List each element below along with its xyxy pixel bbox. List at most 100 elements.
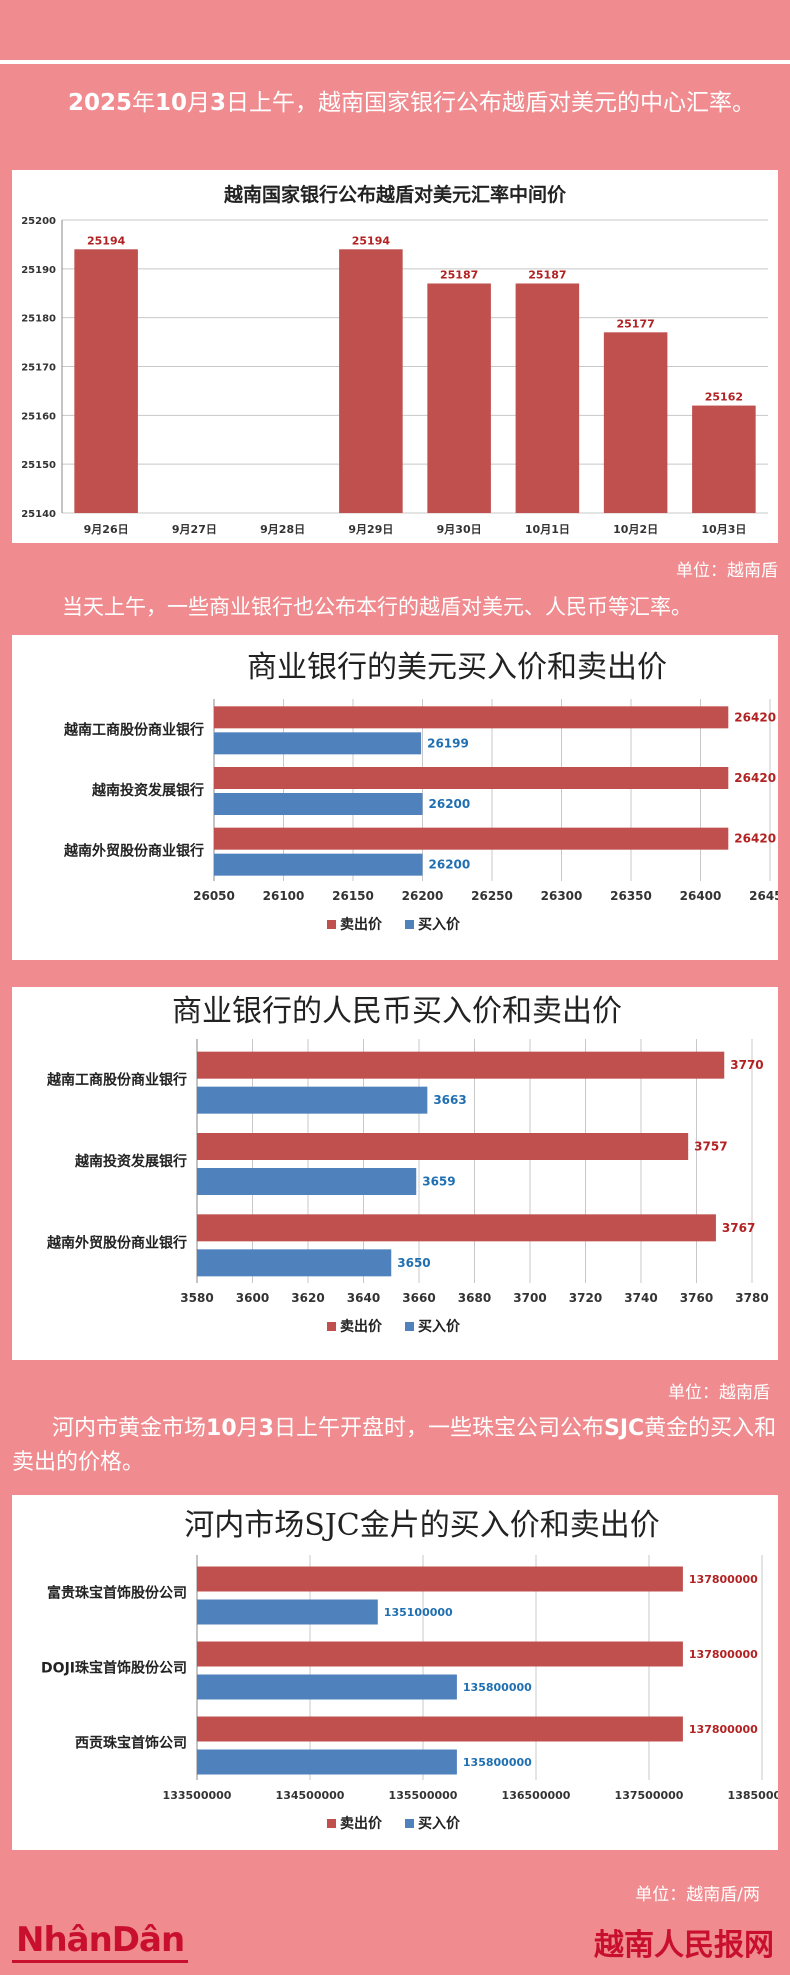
- buy-bar: [197, 1599, 378, 1625]
- x-tick-label: 3580: [180, 1291, 213, 1305]
- category-label: 越南投资发展银行: [74, 1153, 187, 1170]
- x-tick-label: 26300: [541, 889, 583, 903]
- legend-swatch-sell: [327, 920, 336, 929]
- x-tick-label: 9月26日: [84, 523, 129, 536]
- p3-month: 10: [206, 1416, 237, 1441]
- legend-swatch-buy: [405, 920, 414, 929]
- legend-label: 卖出价: [340, 1318, 383, 1335]
- x-tick-label: 3740: [624, 1291, 657, 1305]
- intro-text-a: 年: [132, 90, 156, 116]
- y-tick-label: 25140: [21, 509, 56, 520]
- x-tick-label: 136500000: [502, 1789, 571, 1802]
- x-tick-label: 133500000: [163, 1789, 232, 1802]
- x-tick-label: 135500000: [389, 1789, 458, 1802]
- category-label: 越南工商股份商业银行: [63, 721, 204, 738]
- chart-panel-3: 商业银行的人民币买入价和卖出价 3580 3600 3620 3640 3660 3680 3…: [12, 987, 778, 1360]
- paragraph-3: 河内市黄金市场10月3日上午开盘时，一些珠宝公司公布SJC黄金的买入和卖出的价格…: [12, 1412, 782, 1480]
- category-label: 越南工商股份商业银行: [46, 1072, 187, 1089]
- intro-month: 10: [155, 90, 188, 116]
- unit-label-3: 单位：越南盾/两: [635, 1885, 760, 1905]
- buy-bar: [214, 793, 423, 815]
- bar-data-label: 3659: [422, 1175, 455, 1189]
- sell-bar: [197, 1214, 716, 1242]
- bar-data-label: 26420: [734, 771, 776, 785]
- sell-bar: [214, 706, 729, 729]
- x-tick-label: 9月30日: [437, 523, 482, 536]
- x-tick-label: 3620: [291, 1291, 324, 1305]
- intro-paragraph: 2025年10月3日上午，越南国家银行公布越盾对美元的中心汇率。: [12, 86, 782, 120]
- bar-data-label: 137800000: [689, 1648, 758, 1661]
- bar-data-label: 25194: [87, 234, 126, 247]
- legend-label: 卖出价: [340, 916, 383, 933]
- intro-text-b: 月: [187, 90, 211, 116]
- y-tick-label: 25200: [21, 216, 56, 227]
- bar-data-label: 3650: [397, 1256, 430, 1270]
- category-label: 西贡珠宝首饰公司: [75, 1735, 187, 1752]
- x-tick-label: 26400: [680, 889, 722, 903]
- central-rate-chart: 越南国家银行公布越盾对美元汇率中间价 25140 25150 25160 25170 25…: [21, 183, 768, 536]
- x-tick-label: 3640: [347, 1291, 380, 1305]
- buy-bar: [197, 1674, 457, 1700]
- bar-data-label: 137800000: [689, 1723, 758, 1736]
- intro-text-c: 日上午，越南国家银行公布越盾对美元的中心汇率。: [226, 90, 756, 116]
- x-tick-label: 137500000: [615, 1789, 684, 1802]
- x-tick-label: 26050: [193, 889, 235, 903]
- nhandan-logo-text: NhânDân: [12, 1920, 189, 1963]
- p3-day: 3: [258, 1416, 274, 1441]
- bar-data-label: 135800000: [463, 1756, 532, 1769]
- buy-bar: [214, 732, 422, 755]
- legend-swatch-sell: [327, 1322, 336, 1331]
- x-tick-label: 9月28日: [260, 523, 305, 536]
- buy-bar: [197, 1249, 392, 1277]
- y-tick-label: 25150: [21, 460, 56, 471]
- sell-bar: [197, 1566, 683, 1592]
- x-tick-label: 3680: [458, 1291, 491, 1305]
- y-tick-label: 25160: [21, 411, 56, 422]
- x-tick-label: 26450: [749, 889, 778, 903]
- bar: [692, 405, 756, 513]
- bar-data-label: 3757: [694, 1140, 727, 1154]
- legend-swatch-buy: [405, 1819, 414, 1828]
- bar-data-label: 25194: [352, 234, 391, 247]
- bar-data-label: 26199: [427, 736, 469, 750]
- x-tick-label: 138500000: [728, 1789, 778, 1802]
- category-label: DOJI珠宝首饰股份公司: [41, 1660, 187, 1677]
- p3-c: 日上午开盘时，一些珠宝公司公布: [273, 1416, 604, 1441]
- legend-swatch-buy: [405, 1322, 414, 1331]
- chart-title: 商业银行的人民币买入价和卖出价: [172, 994, 622, 1029]
- usd-commercial-chart: 商业银行的美元买入价和卖出价 26050 26100 26150 26200 26250 2…: [63, 650, 778, 933]
- sell-bar: [197, 1641, 683, 1667]
- x-tick-label: 9月29日: [348, 523, 393, 536]
- x-tick-label: 26200: [402, 889, 444, 903]
- y-tick-label: 25180: [21, 314, 56, 325]
- chart-panel-1: 越南国家银行公布越盾对美元汇率中间价 25140 25150 25160 25170 25…: [12, 170, 778, 543]
- nhandan-logo[interactable]: NhânDân: [12, 1920, 189, 1963]
- buy-bar: [197, 1086, 428, 1114]
- bar-data-label: 25177: [616, 317, 654, 330]
- x-tick-label: 134500000: [276, 1789, 345, 1802]
- category-label: 富贵珠宝首饰股份公司: [47, 1585, 187, 1602]
- buy-bar: [197, 1749, 457, 1775]
- p3-sjc: SJC: [603, 1416, 645, 1441]
- x-tick-label: 3660: [402, 1291, 435, 1305]
- chart-title: 越南国家银行公布越盾对美元汇率中间价: [223, 183, 567, 206]
- y-tick-label: 25190: [21, 265, 56, 276]
- bar-data-label: 135800000: [463, 1681, 532, 1694]
- legend-label: 买入价: [418, 1319, 461, 1335]
- legend-label: 买入价: [418, 917, 461, 933]
- chart-panel-2: 商业银行的美元买入价和卖出价 26050 26100 26150 26200 26250 2…: [12, 635, 778, 960]
- x-tick-label: 3600: [236, 1291, 269, 1305]
- bar-data-label: 25187: [528, 268, 566, 281]
- unit-label-2: 单位：越南盾: [668, 1383, 770, 1403]
- x-tick-label: 10月1日: [525, 523, 570, 536]
- chart-panel-4: 河内市场SJC金片的买入价和卖出价 133500000 134500000 13550…: [12, 1495, 778, 1850]
- x-tick-label: 26350: [610, 889, 652, 903]
- buy-bar: [197, 1168, 417, 1195]
- legend-label: 卖出价: [340, 1815, 383, 1832]
- bar-data-label: 137800000: [689, 1573, 758, 1586]
- category-label: 越南外贸股份商业银行: [63, 843, 204, 860]
- bar-data-label: 3767: [722, 1221, 755, 1235]
- cny-commercial-chart: 商业银行的人民币买入价和卖出价 3580 3600 3620 3640 3660 3680 3…: [46, 994, 769, 1335]
- site-name[interactable]: 越南人民报网: [594, 1928, 774, 1963]
- x-tick-label: 3780: [735, 1291, 768, 1305]
